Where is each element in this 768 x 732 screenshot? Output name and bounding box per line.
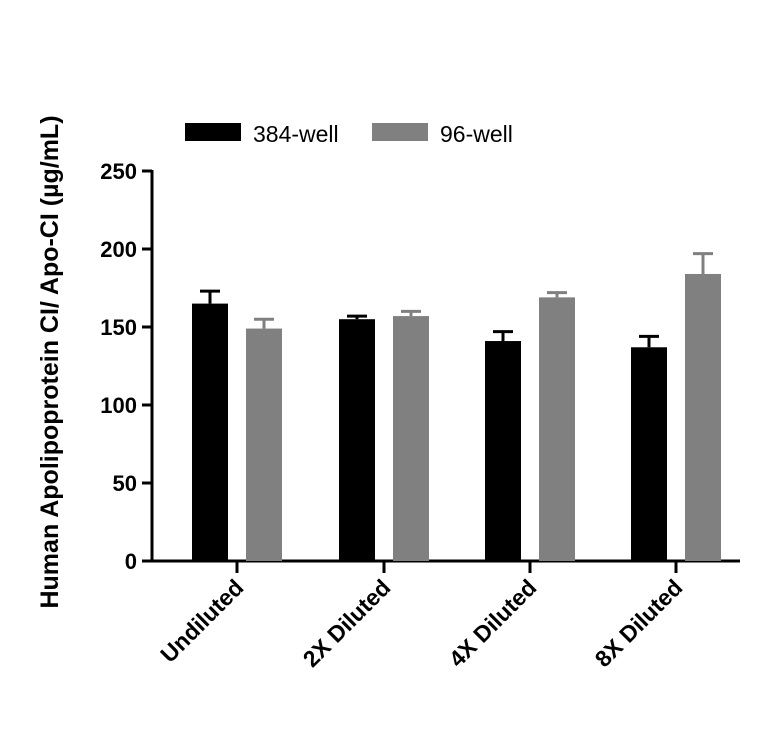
bar [539,297,575,561]
y-axis-title: Human Apolipoprotein CI/ Apo-CI (µg/mL) [36,115,64,608]
bar [393,316,429,561]
legend-label-96-well: 96-well [440,121,513,147]
x-category-label: 2X Diluted [298,574,396,672]
bar [631,347,667,561]
y-tick-label: 200 [100,237,137,262]
bar [246,328,282,561]
legend-label-384-well: 384-well [253,121,339,147]
bar [192,303,228,561]
legend-swatch-384-well [185,123,241,141]
bar [339,319,375,561]
y-tick-label: 0 [125,549,137,574]
y-tick-label: 100 [100,393,137,418]
legend: 384-well 96-well [185,121,513,147]
bar [685,273,721,561]
x-category-label: 4X Diluted [444,574,542,672]
y-tick-label: 150 [100,315,137,340]
x-category-label: 8X Diluted [590,574,688,672]
y-tick-label: 50 [113,471,137,496]
plot-area: 0 50 100 150 200 250 Undiluted 2X Diluted 4X Dil… [100,159,740,672]
legend-swatch-96-well [372,123,428,141]
x-category-label: Undiluted [155,574,248,667]
bar [485,341,521,561]
y-tick-label: 250 [100,159,137,184]
